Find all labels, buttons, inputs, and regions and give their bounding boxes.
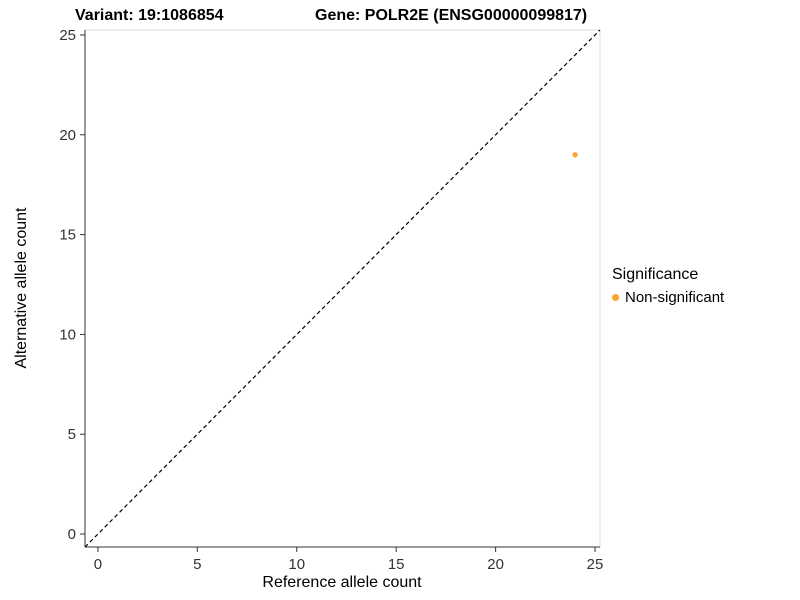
y-tick-label: 20 bbox=[59, 127, 76, 144]
x-tick-label: 25 bbox=[587, 556, 604, 573]
legend-title: Significance bbox=[612, 266, 699, 283]
legend-item-label: Non-significant bbox=[625, 289, 725, 306]
x-tick-label: 0 bbox=[94, 556, 102, 573]
x-tick-label: 20 bbox=[487, 556, 504, 573]
x-tick-label: 10 bbox=[288, 556, 305, 573]
y-tick-label: 10 bbox=[59, 326, 76, 343]
y-tick-label: 0 bbox=[68, 526, 76, 543]
y-tick-label: 25 bbox=[59, 27, 76, 44]
legend-item: Non-significant bbox=[612, 289, 724, 306]
x-tick-label: 5 bbox=[193, 556, 201, 573]
y-axis-label: Alternative allele count bbox=[13, 207, 30, 369]
data-point bbox=[572, 152, 578, 158]
legend-swatch-non-significant-icon bbox=[612, 294, 619, 301]
plot-title-variant: Variant: 19:1086854 bbox=[75, 7, 224, 24]
legend: Significance Non-significant bbox=[612, 266, 724, 306]
identity-line bbox=[84, 29, 601, 548]
x-tick-label: 15 bbox=[388, 556, 405, 573]
plot-title-gene: Gene: POLR2E (ENSG00000099817) bbox=[315, 7, 588, 24]
y-tick-label: 5 bbox=[68, 426, 76, 443]
y-tick-label: 15 bbox=[59, 227, 76, 244]
x-axis-label: Reference allele count bbox=[262, 574, 422, 591]
